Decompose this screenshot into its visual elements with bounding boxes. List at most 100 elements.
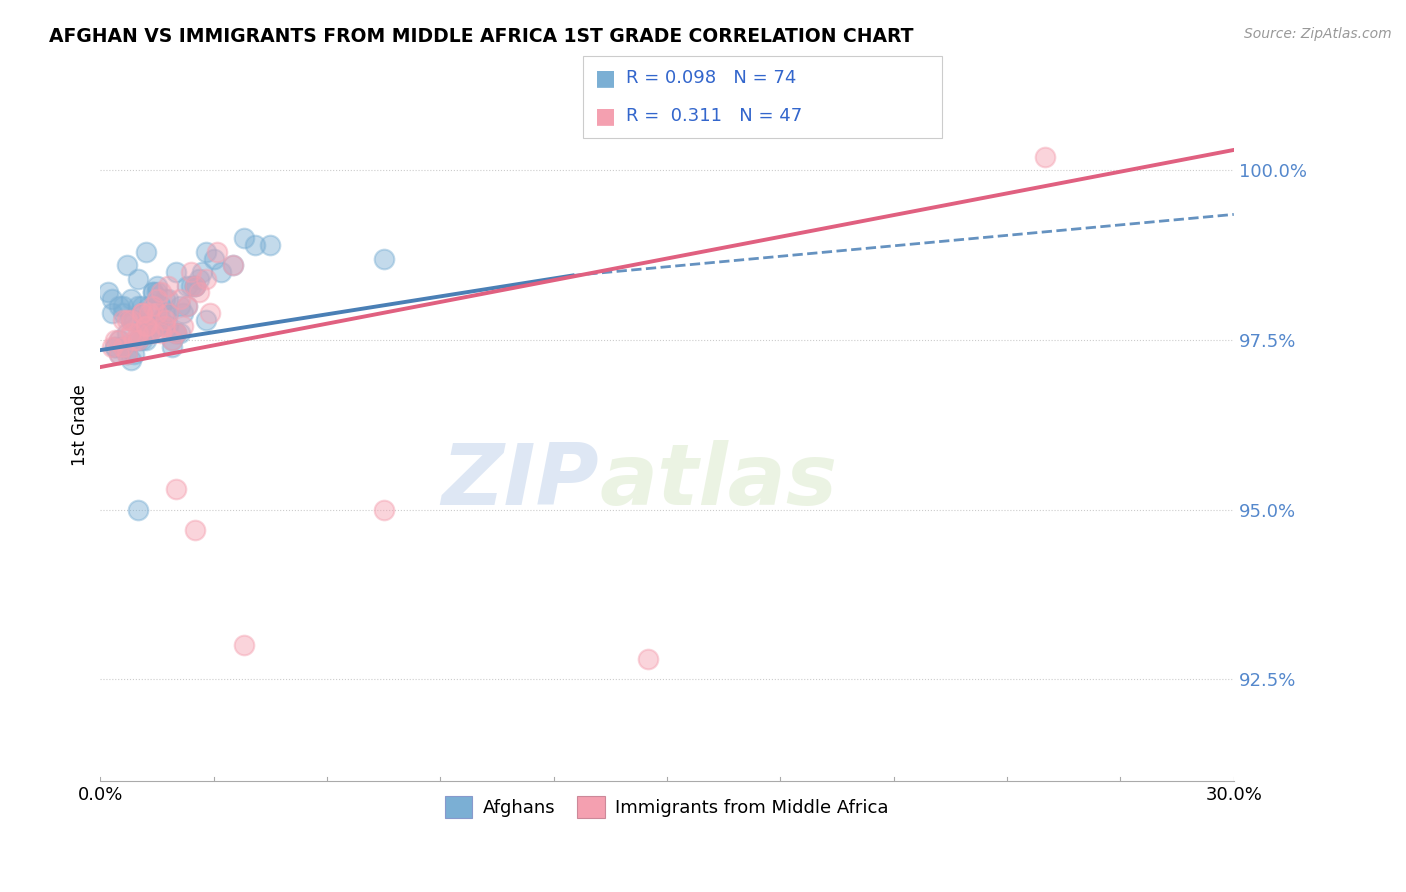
Point — [184, 278, 207, 293]
Point — [146, 319, 169, 334]
Point — [135, 319, 157, 334]
Point — [100, 292, 122, 306]
Point — [637, 652, 659, 666]
Point — [169, 299, 191, 313]
Point — [259, 238, 281, 252]
Point — [149, 312, 172, 326]
Point — [104, 333, 127, 347]
Point — [157, 306, 180, 320]
Point — [160, 340, 183, 354]
Point — [146, 306, 169, 320]
Point — [195, 272, 218, 286]
Point — [149, 285, 172, 300]
Point — [202, 252, 225, 266]
Point — [100, 340, 122, 354]
Point — [176, 299, 198, 313]
Point — [138, 326, 160, 340]
Point — [160, 333, 183, 347]
Text: atlas: atlas — [599, 441, 837, 524]
Text: ■: ■ — [595, 106, 616, 126]
Point — [169, 326, 191, 340]
Point — [245, 238, 267, 252]
Point — [221, 258, 243, 272]
Legend: Afghans, Immigrants from Middle Africa: Afghans, Immigrants from Middle Africa — [439, 789, 896, 825]
Point — [124, 312, 146, 326]
Text: AFGHAN VS IMMIGRANTS FROM MIDDLE AFRICA 1ST GRADE CORRELATION CHART: AFGHAN VS IMMIGRANTS FROM MIDDLE AFRICA … — [49, 27, 914, 45]
Point — [165, 482, 187, 496]
Point — [165, 326, 187, 340]
Point — [146, 285, 169, 300]
Point — [108, 333, 131, 347]
Point — [127, 502, 149, 516]
Point — [184, 523, 207, 537]
Point — [146, 319, 169, 334]
Point — [187, 285, 209, 300]
Point — [169, 292, 191, 306]
Point — [165, 326, 187, 340]
Point — [176, 278, 198, 293]
Point — [149, 299, 172, 313]
Point — [120, 292, 142, 306]
Point — [127, 299, 149, 313]
Text: R = 0.098   N = 74: R = 0.098 N = 74 — [626, 70, 796, 87]
Point — [120, 312, 142, 326]
Point — [146, 319, 169, 334]
Point — [187, 272, 209, 286]
Point — [198, 306, 221, 320]
Point — [142, 319, 165, 334]
Point — [135, 333, 157, 347]
Point — [142, 285, 165, 300]
Point — [127, 333, 149, 347]
Point — [176, 299, 198, 313]
Point — [127, 333, 149, 347]
Point — [165, 265, 187, 279]
Point — [97, 285, 120, 300]
Point — [124, 333, 146, 347]
Point — [108, 346, 131, 360]
Point — [191, 265, 214, 279]
Point — [138, 306, 160, 320]
Point — [127, 326, 149, 340]
Point — [146, 292, 169, 306]
Point — [124, 346, 146, 360]
Point — [115, 346, 138, 360]
Point — [184, 278, 207, 293]
Point — [111, 340, 134, 354]
Point — [146, 278, 169, 293]
Point — [131, 306, 153, 320]
Point — [157, 292, 180, 306]
Point — [142, 326, 165, 340]
Point — [108, 333, 131, 347]
Point — [232, 638, 254, 652]
Point — [138, 326, 160, 340]
Point — [104, 340, 127, 354]
Point — [135, 244, 157, 259]
Point — [142, 299, 165, 313]
Point — [108, 346, 131, 360]
Point — [373, 502, 395, 516]
Point — [100, 306, 122, 320]
Point — [221, 258, 243, 272]
Point — [111, 299, 134, 313]
Point — [131, 306, 153, 320]
Point — [149, 326, 172, 340]
Point — [135, 319, 157, 334]
Point — [111, 306, 134, 320]
Point — [131, 306, 153, 320]
Point — [165, 326, 187, 340]
Text: ZIP: ZIP — [441, 441, 599, 524]
Point — [153, 312, 176, 326]
Point — [135, 319, 157, 334]
Point — [131, 333, 153, 347]
Point — [153, 292, 176, 306]
Point — [180, 265, 202, 279]
Point — [104, 340, 127, 354]
Point — [111, 312, 134, 326]
Point — [195, 312, 218, 326]
Point — [172, 319, 194, 334]
Point — [120, 312, 142, 326]
Point — [115, 326, 138, 340]
Point — [160, 333, 183, 347]
Point — [115, 346, 138, 360]
Point — [120, 353, 142, 368]
